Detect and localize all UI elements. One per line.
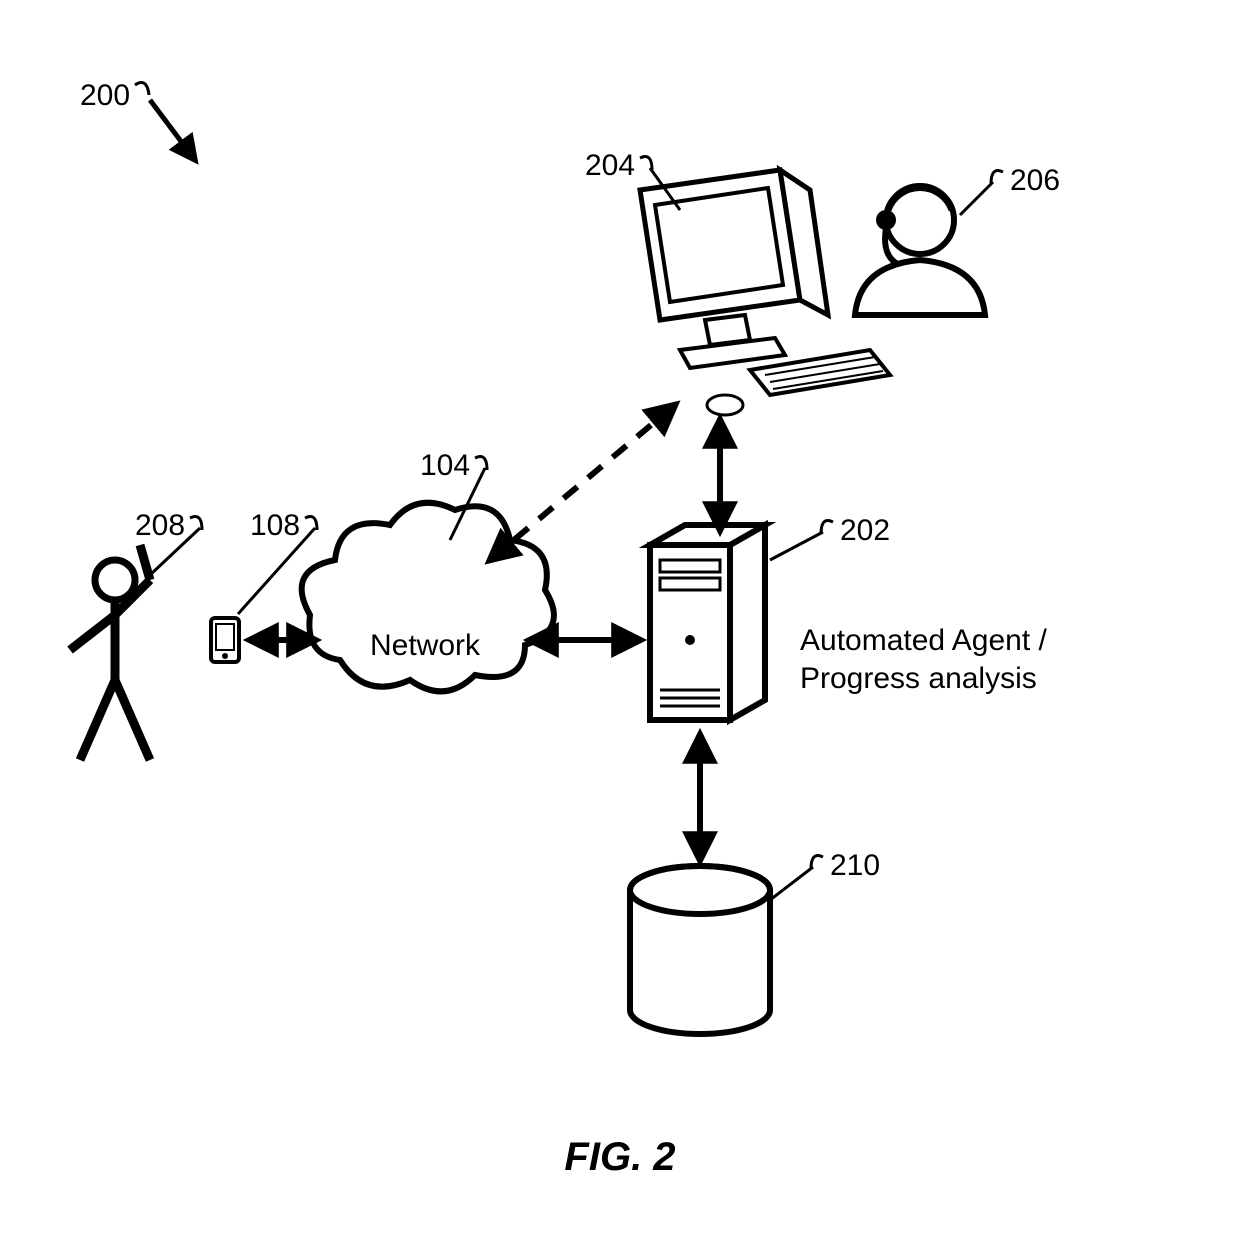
ref-104-label: 104 (420, 449, 470, 482)
server-caption-1: Automated Agent / (800, 624, 1048, 657)
ref-202: 202 (770, 514, 890, 560)
ref-200: 200 (80, 79, 195, 160)
ref-210-label: 210 (830, 849, 880, 882)
ref-108-label: 108 (250, 509, 300, 542)
ref-210: 210 (770, 849, 880, 900)
ref-206: 206 (960, 164, 1060, 215)
ref-208-label: 208 (135, 509, 185, 542)
figure-label: FIG. 2 (564, 1135, 675, 1179)
database-icon (630, 866, 770, 1034)
ref-200-label: 200 (80, 79, 130, 112)
diagram-canvas: 200 208 108 Network 104 (0, 0, 1240, 1240)
headset-person-icon (855, 186, 985, 315)
cloud-icon: Network (302, 503, 554, 692)
server-icon (650, 525, 765, 720)
ref-202-label: 202 (840, 514, 890, 547)
phone-icon (211, 618, 239, 662)
server-caption-2: Progress analysis (800, 662, 1037, 695)
person-icon (70, 545, 150, 760)
edge-cloud-monitor (490, 405, 675, 560)
ref-204-label: 204 (585, 149, 635, 182)
ref-206-label: 206 (1010, 164, 1060, 197)
cloud-label: Network (370, 629, 481, 662)
